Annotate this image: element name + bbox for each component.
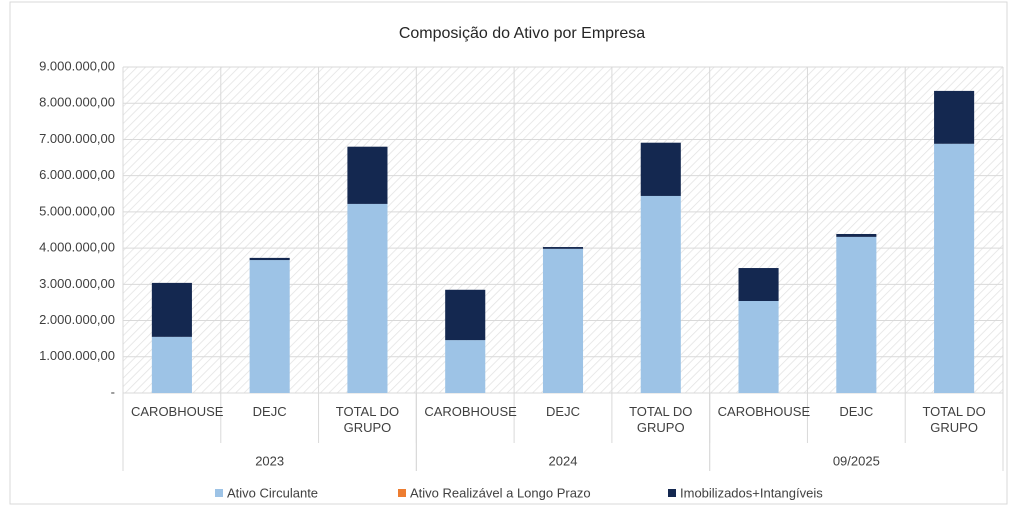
legend-label: Ativo Realizável a Longo Prazo bbox=[410, 485, 591, 500]
y-tick-label: - bbox=[111, 384, 115, 399]
bar-segment bbox=[445, 289, 486, 341]
y-tick-label: 1.000.000,00 bbox=[39, 348, 115, 363]
bar-segment bbox=[542, 247, 584, 249]
group-label: 09/2025 bbox=[833, 453, 880, 468]
bar-segment bbox=[934, 90, 975, 144]
bar-segment bbox=[445, 340, 486, 393]
bar-segment bbox=[934, 143, 975, 393]
chart-title: Composição do Ativo por Empresa bbox=[399, 25, 645, 42]
bar-segment bbox=[151, 336, 192, 393]
x-tick-label: TOTAL DO GRUPO bbox=[629, 404, 693, 435]
x-tick-label: DEJC bbox=[839, 404, 874, 419]
bar-segment bbox=[640, 195, 681, 393]
y-tick-label: 8.000.000,00 bbox=[39, 95, 115, 110]
bar-segment bbox=[738, 300, 779, 393]
x-tick-label: CAROBHOUSE bbox=[424, 404, 517, 419]
bar-segment bbox=[542, 248, 584, 393]
group-label: 2023 bbox=[255, 453, 284, 468]
y-tick-label: 3.000.000,00 bbox=[39, 276, 115, 291]
x-tick-label: CAROBHOUSE bbox=[131, 404, 224, 419]
legend-swatch bbox=[215, 489, 223, 497]
y-tick-label: 5.000.000,00 bbox=[39, 203, 115, 218]
y-tick-label: 7.000.000,00 bbox=[39, 131, 115, 146]
legend-label: Ativo Circulante bbox=[227, 485, 318, 500]
x-tick-label: CAROBHOUSE bbox=[717, 404, 811, 419]
legend-label: Imobilizados+Intangíveis bbox=[680, 485, 823, 500]
bar-segment bbox=[249, 260, 290, 393]
bar-segment bbox=[836, 233, 877, 237]
x-tick-label: TOTAL DO GRUPO bbox=[922, 404, 986, 435]
y-tick-label: 9.000.000,00 bbox=[39, 58, 115, 73]
y-tick-label: 6.000.000,00 bbox=[39, 167, 115, 182]
group-label: 2024 bbox=[549, 453, 578, 468]
x-tick-label: TOTAL DO GRUPO bbox=[335, 404, 400, 435]
bar-segment bbox=[836, 236, 877, 393]
bar-segment bbox=[151, 282, 192, 337]
y-tick-label: 4.000.000,00 bbox=[39, 240, 115, 255]
legend-swatch bbox=[668, 489, 676, 497]
bar-segment bbox=[738, 268, 779, 301]
y-tick-label: 2.000.000,00 bbox=[39, 312, 115, 327]
x-tick-label: DEJC bbox=[546, 404, 580, 419]
bar-segment bbox=[249, 257, 290, 261]
bar-segment bbox=[347, 203, 388, 393]
x-tick-label: DEJC bbox=[252, 404, 287, 419]
legend-swatch bbox=[398, 489, 406, 497]
bar-segment bbox=[347, 146, 388, 204]
bar-segment bbox=[640, 142, 681, 196]
